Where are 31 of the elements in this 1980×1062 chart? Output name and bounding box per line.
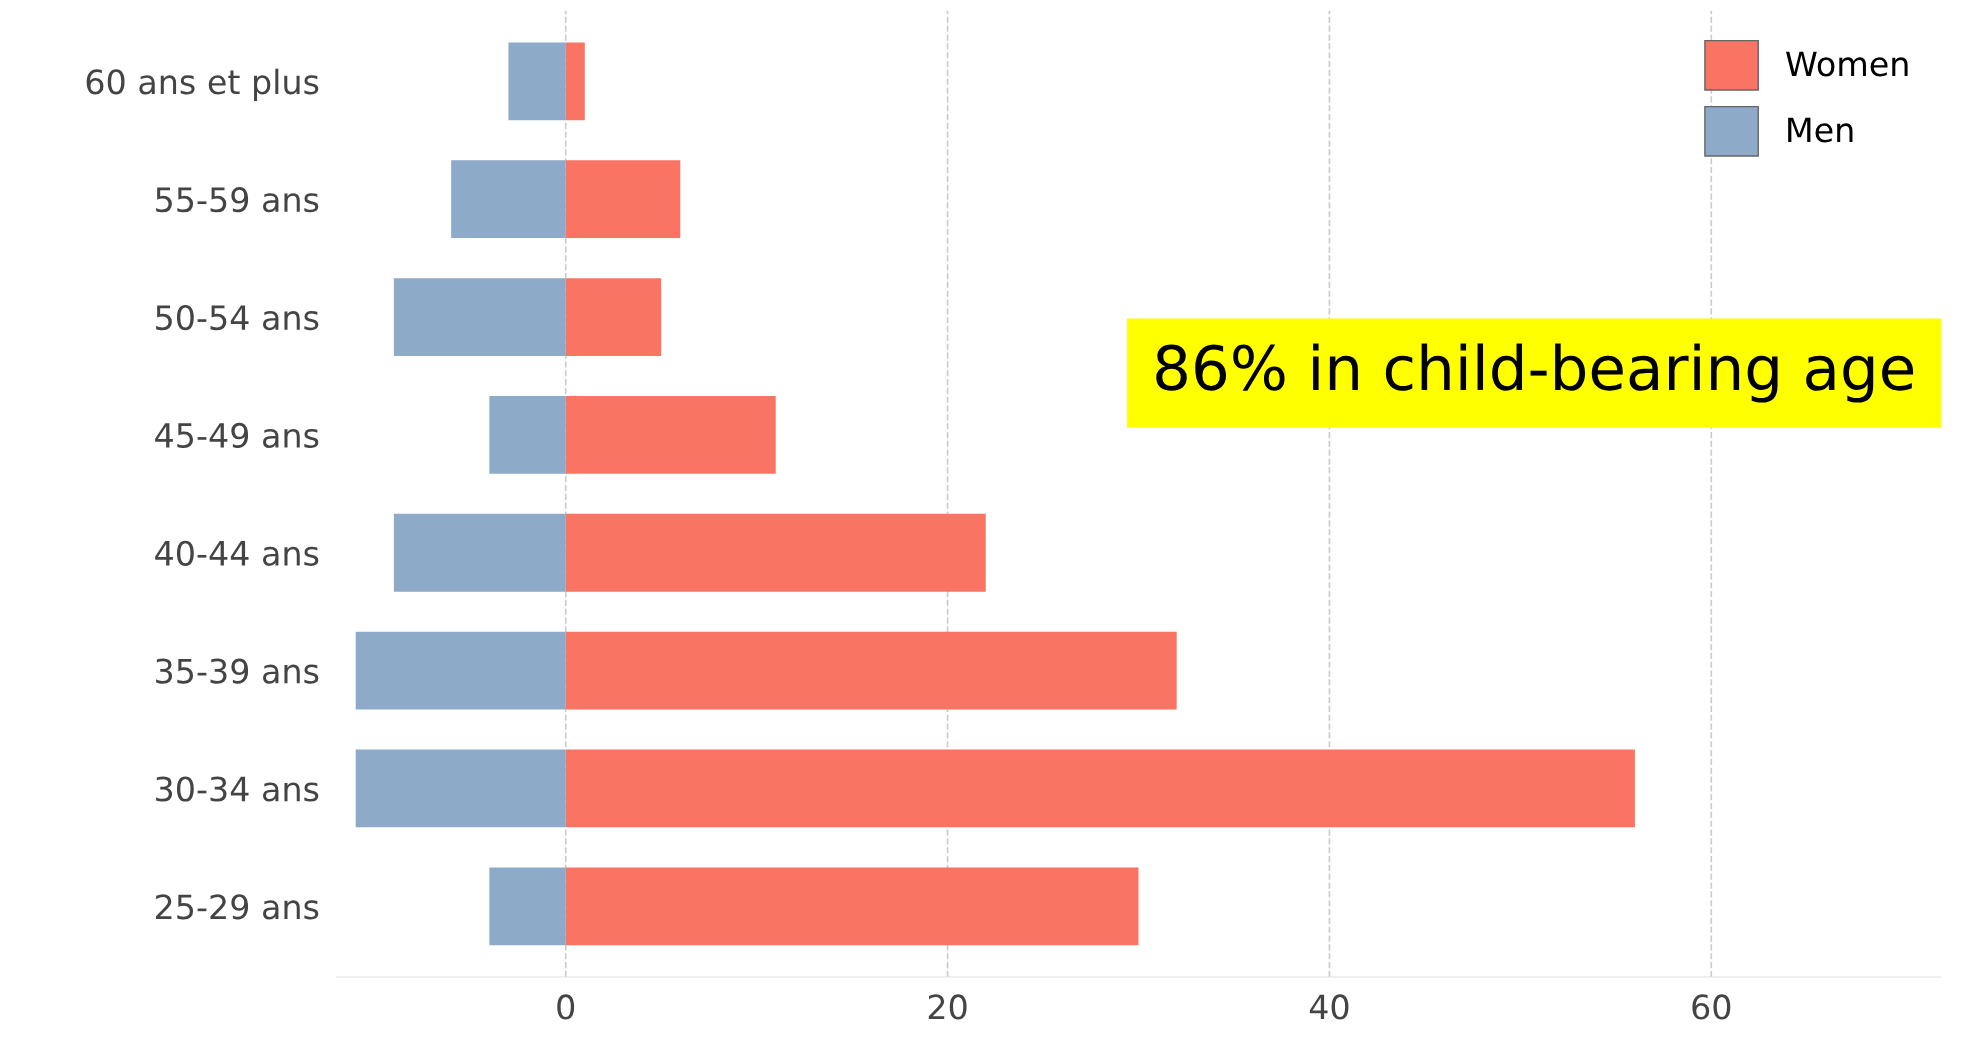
- x-tick-label: 60: [1692, 994, 1731, 1020]
- y-tick-label: 40-44 ans: [155, 540, 319, 566]
- y-tick-label: 45-49 ans: [155, 422, 319, 449]
- bar: [451, 160, 566, 239]
- y-tick-label: 50-54 ans: [156, 304, 319, 331]
- x-tick-label: 0: [557, 994, 575, 1020]
- y-tick-label: 55-59 ans: [156, 187, 319, 213]
- bar: [565, 513, 986, 592]
- y-tick-label: 35-39 ans: [156, 658, 319, 684]
- legend-label: Women: [1786, 51, 1908, 77]
- bar: [565, 278, 662, 356]
- y-tick-label: 25-29 ans: [156, 894, 319, 920]
- legend-label: Men: [1788, 117, 1853, 143]
- bar: [393, 278, 566, 356]
- bar: [508, 42, 566, 121]
- bar: [489, 867, 566, 946]
- bar: [565, 867, 1139, 946]
- y-tick-label: 30-34 ans: [156, 776, 319, 802]
- bar: [355, 631, 566, 710]
- x-tick-label: 20: [928, 994, 967, 1020]
- y-tick-label: 60 ans et plus: [86, 68, 319, 101]
- bar: [565, 749, 1635, 828]
- bar: [393, 513, 566, 592]
- bar: [565, 42, 585, 121]
- bar: [565, 396, 776, 474]
- bar: [565, 160, 681, 239]
- bar: [489, 396, 566, 474]
- bar: [355, 749, 566, 828]
- x-tick-label: 40: [1309, 994, 1349, 1020]
- bar: [565, 631, 1177, 710]
- annotation: 86% in child-bearing age: [1156, 343, 1914, 403]
